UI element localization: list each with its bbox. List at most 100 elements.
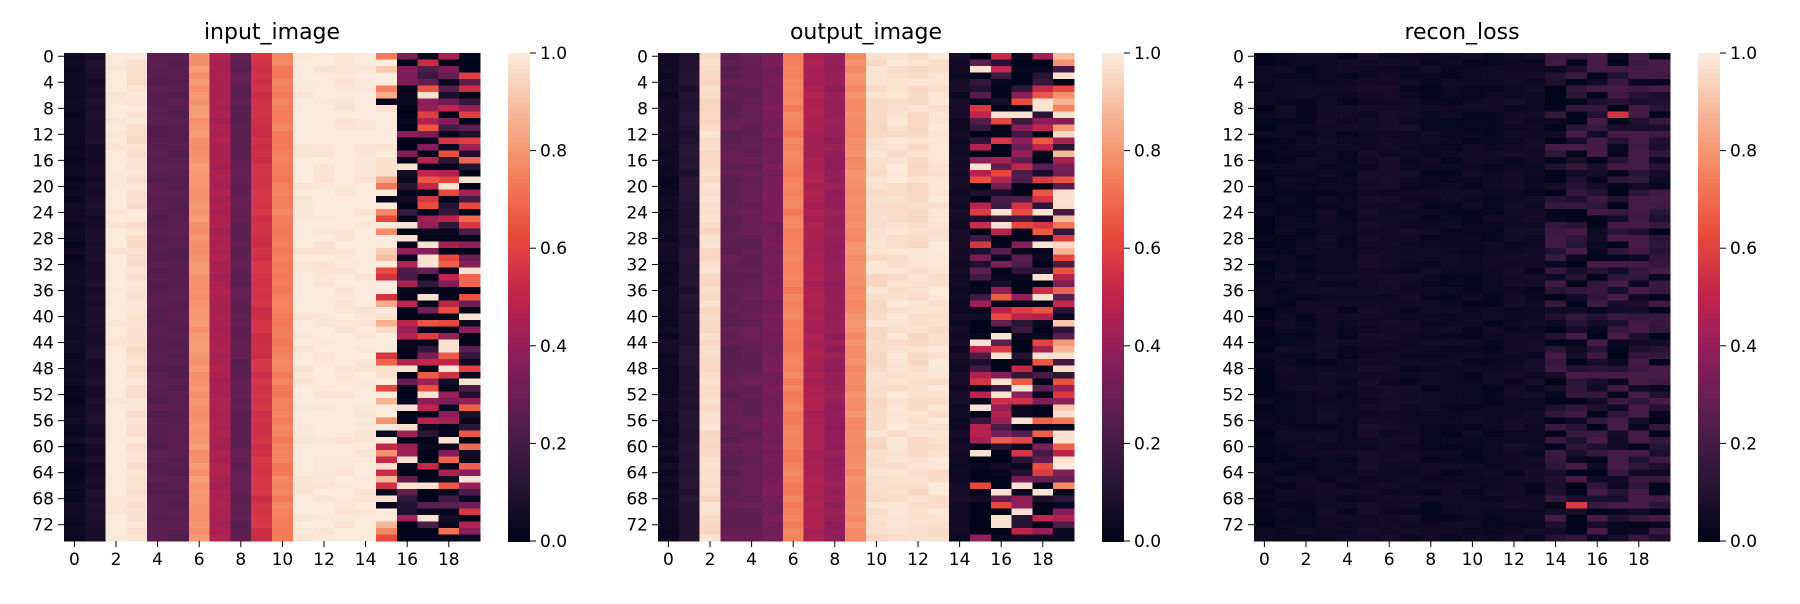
heatmap-cell [887, 476, 908, 483]
heatmap-cell [1053, 391, 1074, 398]
heatmap-cell [210, 66, 231, 73]
heatmap-cell [293, 450, 314, 457]
heatmap-cell [1400, 508, 1421, 515]
heatmap-cell [866, 222, 887, 229]
heatmap-cell [1053, 164, 1074, 171]
heatmap-cell [783, 125, 804, 132]
heatmap-cell [397, 515, 418, 522]
heatmap-cell [804, 164, 825, 171]
heatmap-cell [1420, 411, 1441, 418]
heatmap-cell [293, 443, 314, 450]
heatmap-cell [866, 411, 887, 418]
heatmap-cell [168, 378, 189, 385]
heatmap-cell [85, 339, 106, 346]
heatmap-cell [272, 534, 293, 541]
heatmap-cell [741, 476, 762, 483]
heatmap-cell [720, 66, 741, 73]
heatmap-cell [272, 183, 293, 190]
heatmap-cell [1032, 268, 1053, 275]
heatmap-cell [210, 346, 231, 353]
heatmap-cell [1441, 209, 1462, 216]
heatmap-cell [928, 203, 949, 210]
heatmap-cell [887, 86, 908, 93]
heatmap-cell [272, 443, 293, 450]
heatmap-cell [334, 469, 355, 476]
heatmap-cell [804, 333, 825, 340]
heatmap-cell [1566, 391, 1587, 398]
heatmap-cell [1420, 300, 1441, 307]
heatmap-cell [970, 196, 991, 203]
heatmap-cell [1400, 118, 1421, 125]
heatmap-cell [438, 307, 459, 314]
heatmap-cell [1254, 60, 1275, 67]
heatmap-cell [1254, 92, 1275, 99]
heatmap-cell [1337, 365, 1358, 372]
heatmap-cell [804, 99, 825, 106]
heatmap-cell [928, 515, 949, 522]
heatmap-cell [1296, 411, 1317, 418]
heatmap-cell [908, 352, 929, 359]
heatmap-cell [1504, 404, 1525, 411]
heatmap-cell [1358, 391, 1379, 398]
heatmap-cell [824, 60, 845, 67]
heatmap-cell [1587, 242, 1608, 249]
heatmap-cell [418, 73, 439, 80]
heatmap-cell [355, 346, 376, 353]
heatmap-cell [1420, 125, 1441, 132]
heatmap-cell [85, 404, 106, 411]
heatmap-cell [804, 118, 825, 125]
heatmap-cell [700, 378, 721, 385]
heatmap-cell [147, 378, 168, 385]
heatmap-cell [1032, 430, 1053, 437]
heatmap-cell [438, 502, 459, 509]
heatmap-cell [887, 365, 908, 372]
heatmap-cell [970, 235, 991, 242]
heatmap-cell [783, 476, 804, 483]
heatmap-cell [887, 170, 908, 177]
heatmap-cell [1524, 92, 1545, 99]
heatmap-cell [679, 424, 700, 431]
heatmap-cell [1545, 92, 1566, 99]
heatmap-cell [106, 411, 127, 418]
heatmap-cell [1053, 417, 1074, 424]
heatmap-cell [1420, 112, 1441, 119]
heatmap-cell [1032, 177, 1053, 184]
heatmap-cell [126, 170, 147, 177]
heatmap-cell [251, 287, 272, 294]
heatmap-cell [1254, 385, 1275, 392]
heatmap-cell [293, 131, 314, 138]
heatmap-cell [1608, 203, 1629, 210]
heatmap-cell [1524, 196, 1545, 203]
heatmap-cell [85, 177, 106, 184]
heatmap-cell [991, 450, 1012, 457]
heatmap-cell [230, 359, 251, 366]
heatmap-cell [251, 92, 272, 99]
heatmap-cell [85, 196, 106, 203]
heatmap-cell [1566, 495, 1587, 502]
heatmap-cell [230, 177, 251, 184]
heatmap-cell [64, 307, 85, 314]
heatmap-cell [376, 333, 397, 340]
heatmap-cell [1628, 248, 1649, 255]
heatmap-cell [126, 469, 147, 476]
heatmap-cell [293, 99, 314, 106]
heatmap-cell [1012, 352, 1033, 359]
heatmap-cell [106, 437, 127, 444]
heatmap-cell [1504, 508, 1525, 515]
heatmap-cell [908, 333, 929, 340]
heatmap-cell [845, 521, 866, 528]
heatmap-cell [168, 235, 189, 242]
heatmap-cell [1462, 391, 1483, 398]
heatmap-cell [189, 73, 210, 80]
heatmap-cell [762, 352, 783, 359]
heatmap-cell [1316, 183, 1337, 190]
heatmap-cell [272, 372, 293, 379]
heatmap-cell [1296, 60, 1317, 67]
heatmap-cell [1441, 430, 1462, 437]
heatmap-cell [106, 112, 127, 119]
heatmap-cell [1608, 313, 1629, 320]
heatmap-cell [1275, 391, 1296, 398]
heatmap-cell [1441, 346, 1462, 353]
heatmap-cell [1483, 235, 1504, 242]
heatmap-cell [85, 86, 106, 93]
